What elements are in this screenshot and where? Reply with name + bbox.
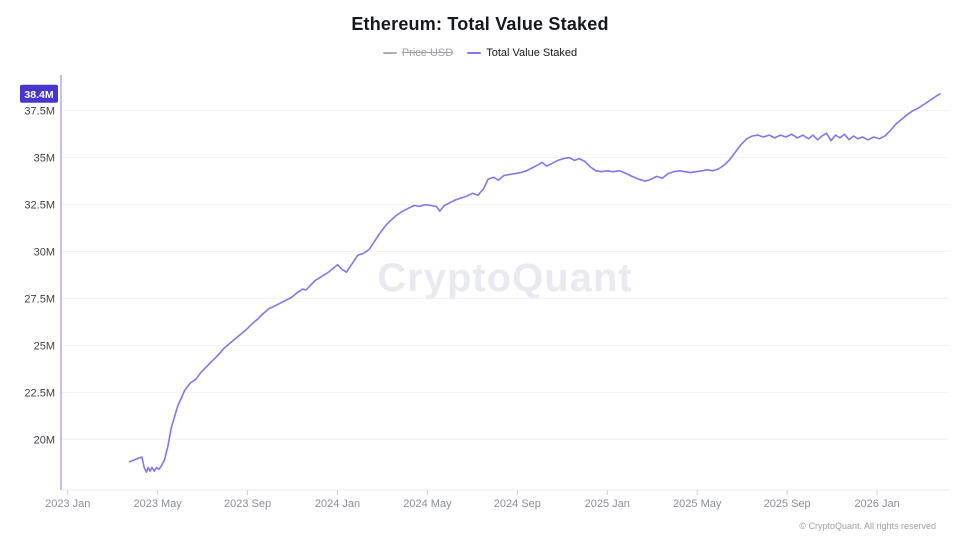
x-axis-label: 2023 May [134, 498, 183, 510]
y-axis-label: 27.5M [24, 293, 55, 305]
y-axis-label: 20M [34, 434, 55, 446]
y-axis-label: 37.5M [24, 106, 55, 118]
chart-title: Ethereum: Total Value Staked [351, 14, 609, 34]
cryptoquant-watermark: CryptoQuant [377, 256, 633, 300]
x-axis-label: 2026 Jan [854, 498, 899, 510]
last-value-badge [20, 84, 58, 103]
legend-line-icon [467, 52, 482, 54]
legend-item-total-value-staked[interactable]: Total Value Staked [467, 47, 577, 59]
x-axis-label: 2024 May [403, 498, 452, 510]
series-line-total-value-staked[interactable] [128, 93, 941, 474]
legend-item-label: Price USD [401, 47, 454, 59]
y-axis-label: 35M [34, 153, 55, 165]
x-axis-label: 2024 Jan [315, 498, 360, 510]
x-axis-label: 2023 Jan [45, 498, 90, 510]
y-axis-label: 25M [34, 340, 55, 352]
chart-legend: Price USD Total Value Staked [0, 47, 960, 59]
copyright-text: © CryptoQuant. All rights reserved [799, 521, 936, 531]
x-axis-label: 2025 Sep [764, 498, 811, 510]
y-axis-label: 22.5M [24, 387, 55, 399]
legend-line-icon [382, 52, 397, 54]
x-axis-label: 2025 Jan [585, 498, 630, 510]
x-axis-label: 2023 Sep [224, 498, 271, 510]
y-axis-label: 30M [34, 247, 55, 259]
x-axis-label: 2024 Sep [494, 498, 541, 510]
last-value-badge-label: 38.4M [24, 89, 53, 101]
y-axis-label: 32.5M [24, 200, 55, 212]
legend-item-label: Total Value Staked [486, 47, 578, 59]
x-axis-label: 2025 May [673, 498, 722, 510]
legend-item-price-usd[interactable]: Price USD [382, 47, 454, 59]
